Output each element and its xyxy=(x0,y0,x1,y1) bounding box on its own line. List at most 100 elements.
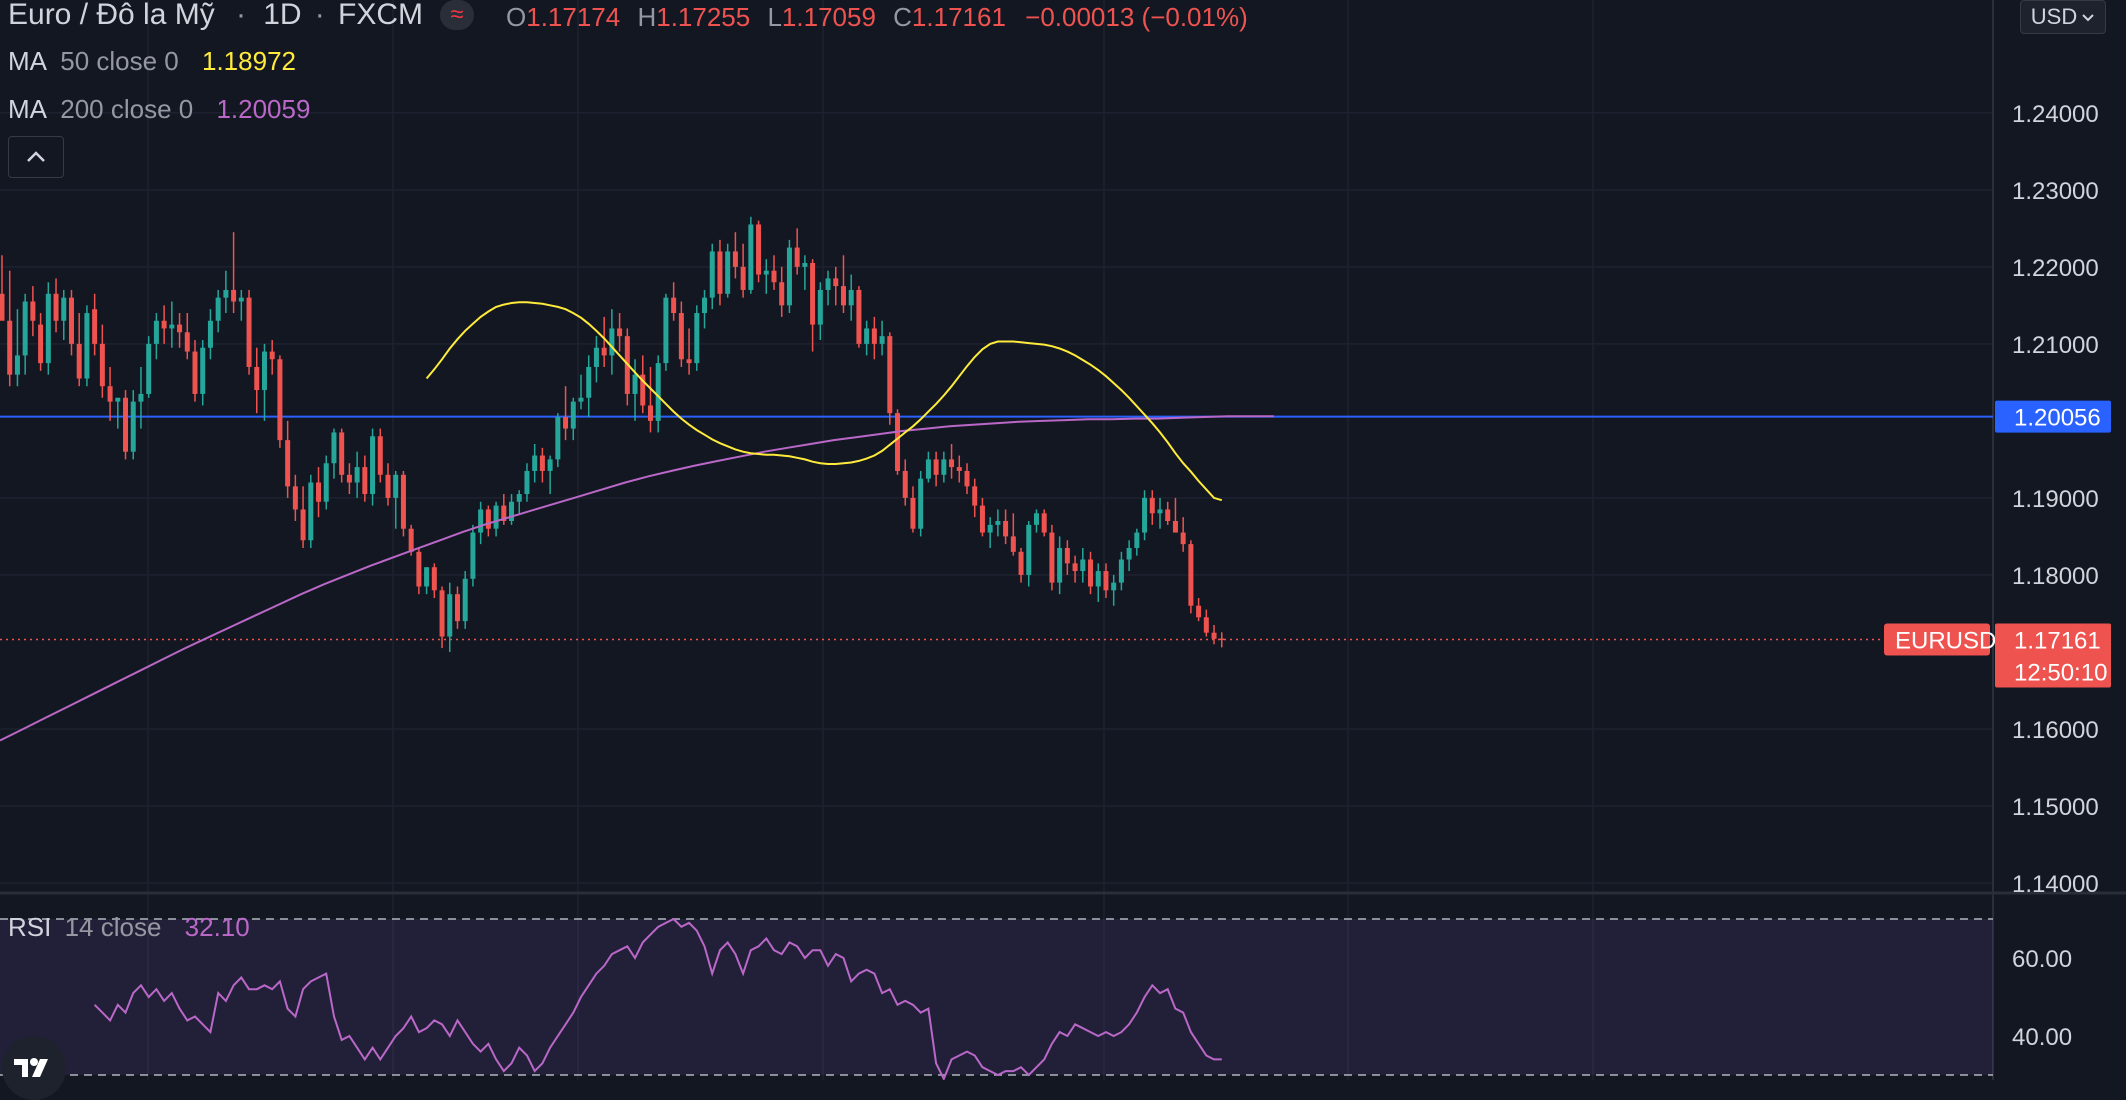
candle xyxy=(439,586,445,649)
candlestick-series xyxy=(0,216,1225,652)
candle-body xyxy=(254,366,260,391)
candle-body xyxy=(925,459,931,479)
candle xyxy=(184,313,190,360)
candle xyxy=(316,467,322,518)
candle-body xyxy=(331,432,337,464)
candle xyxy=(509,494,515,525)
ma50-legend[interactable]: MA 50 close 0 1.18972 xyxy=(8,46,296,76)
ma200-legend[interactable]: MA 200 close 0 1.20059 xyxy=(8,94,311,124)
candle xyxy=(632,359,638,421)
candle-body xyxy=(979,505,985,533)
candle xyxy=(454,586,460,629)
ohlc-values: O1.17174 H1.17255 L1.17059 C1.17161 −0.0… xyxy=(506,2,1248,32)
candle xyxy=(1026,521,1032,587)
candle xyxy=(802,255,808,290)
candle xyxy=(709,243,715,310)
last-price-text: 1.17161 xyxy=(2014,628,2101,655)
currency-selector[interactable]: USD xyxy=(2020,0,2106,34)
candle-body xyxy=(1180,532,1186,545)
ma200-line xyxy=(0,415,1274,742)
candle-body xyxy=(107,386,113,402)
rsi-band-background xyxy=(0,918,1993,1076)
candle-body xyxy=(501,505,507,522)
candle xyxy=(995,509,1001,537)
rsi-legend[interactable]: RSI 14 close 32.10 xyxy=(8,912,250,942)
collapse-legend-button[interactable] xyxy=(8,136,64,178)
candle-body xyxy=(840,286,846,306)
candle xyxy=(941,451,947,483)
candle xyxy=(76,313,82,387)
candle xyxy=(153,313,159,360)
candle-body xyxy=(7,320,13,375)
candle xyxy=(879,320,885,356)
candle-body xyxy=(153,320,159,344)
candle xyxy=(563,386,569,441)
symbol-name[interactable]: Euro / Đô la Mỹ xyxy=(8,0,215,31)
candle-body xyxy=(671,297,677,314)
candle xyxy=(1095,563,1101,602)
candle xyxy=(0,255,5,321)
candle xyxy=(300,486,306,548)
candle-body xyxy=(277,359,283,441)
candle-body xyxy=(617,328,623,337)
candle-body xyxy=(1165,509,1171,522)
candle-body xyxy=(601,347,607,356)
candle-body xyxy=(339,432,345,475)
candle xyxy=(1049,524,1055,591)
candle xyxy=(115,397,121,429)
candle-body xyxy=(408,528,414,552)
candle xyxy=(246,289,252,375)
candle xyxy=(92,293,98,356)
indicator-wave-icon[interactable]: ≈ xyxy=(440,0,474,30)
candle-body xyxy=(547,459,553,471)
symbol-tag-text: EURUSD xyxy=(1895,628,1996,655)
ma50-line xyxy=(425,301,1223,502)
candle-body xyxy=(810,262,816,325)
candle-body xyxy=(416,551,422,587)
candle xyxy=(539,447,545,483)
tradingview-logo-icon[interactable] xyxy=(2,1036,66,1100)
price-tick-label: 1.24000 xyxy=(2012,101,2099,128)
candle xyxy=(1072,555,1078,583)
candle-body xyxy=(802,262,808,267)
candle-body xyxy=(1103,571,1109,591)
candle-body xyxy=(377,436,383,475)
candle-body xyxy=(848,289,854,306)
candle-body xyxy=(1134,532,1140,548)
candle xyxy=(7,270,13,387)
candle xyxy=(647,366,653,433)
candle-body xyxy=(786,247,792,306)
candle xyxy=(1134,528,1140,556)
candle-body xyxy=(38,324,44,364)
candle xyxy=(1180,517,1186,552)
symbol-legend[interactable]: Euro / Đô la Mỹ · 1D · FXCM xyxy=(8,0,424,31)
candle-body xyxy=(864,328,870,344)
candle-body xyxy=(1033,513,1039,525)
candle xyxy=(740,243,746,298)
candle-body xyxy=(956,467,962,471)
candle-body xyxy=(485,509,491,529)
candle xyxy=(717,239,723,306)
candle-body xyxy=(115,397,121,402)
candle-body xyxy=(732,251,738,267)
candle-body xyxy=(68,297,74,344)
candle xyxy=(532,443,538,483)
candle-body xyxy=(1003,521,1009,537)
candle xyxy=(840,255,846,314)
candle-body xyxy=(794,247,800,267)
horizontal-line[interactable] xyxy=(0,415,1993,641)
price-tick-label: 1.14000 xyxy=(2012,871,2099,898)
interval-label[interactable]: 1D xyxy=(263,0,302,31)
candle-body xyxy=(709,251,715,298)
candle-body xyxy=(354,467,360,483)
price-axis[interactable]: 1.24000 1.23000 1.22000 1.21000 1.19000 1.180… xyxy=(2012,101,2099,1051)
candle xyxy=(231,232,237,314)
candle xyxy=(748,216,754,294)
candle-body xyxy=(532,455,538,471)
candle-body xyxy=(1142,497,1148,533)
candle xyxy=(107,366,113,421)
candle xyxy=(331,428,337,479)
candle xyxy=(1149,490,1155,525)
high-value: 1.17255 xyxy=(656,2,751,32)
